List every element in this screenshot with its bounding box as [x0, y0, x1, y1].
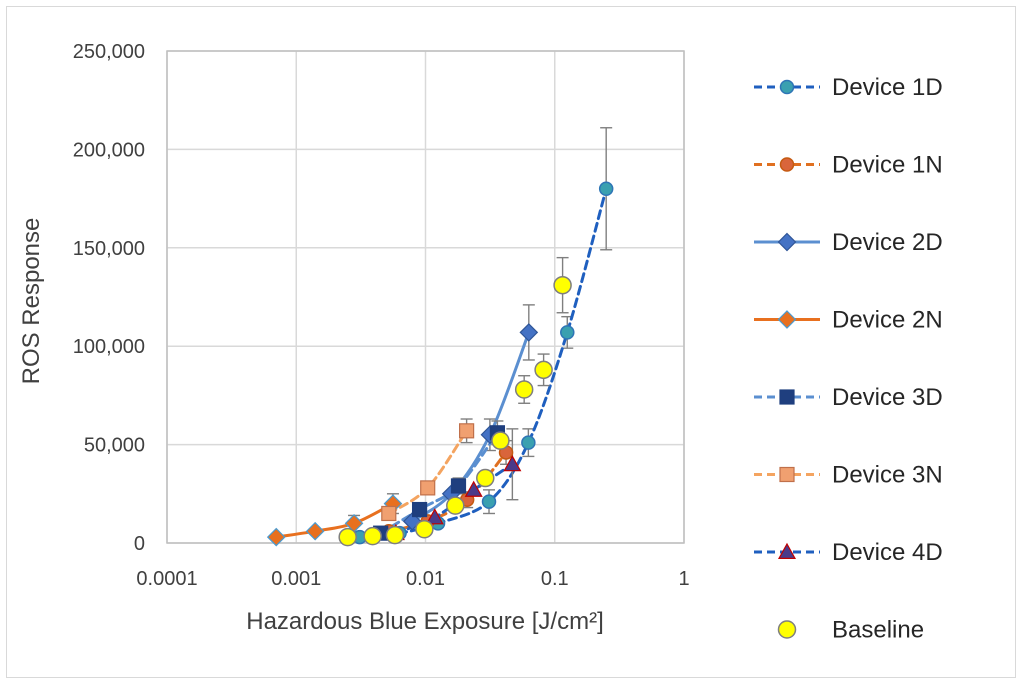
data-point-device-2n: [266, 527, 286, 547]
legend-marker: [777, 232, 797, 252]
series-markers-baseline: [338, 275, 572, 547]
legend-item-device-2n: Device 2N: [754, 307, 943, 334]
x-tick-label: 0.0001: [136, 568, 197, 590]
legend-item-device-1d: Device 1D: [754, 74, 943, 101]
legend-marker: [779, 466, 795, 483]
series-layer: [266, 127, 614, 547]
y-tick-label: 250,000: [73, 41, 145, 63]
legend-marker: [777, 620, 797, 639]
data-point-device-1d: [560, 325, 575, 340]
data-point-device-3n: [420, 480, 436, 496]
y-tick-label: 150,000: [73, 238, 145, 260]
x-tick-label: 0.001: [271, 568, 321, 590]
series-line-device-2n: [274, 502, 395, 539]
data-point-device-1d: [598, 181, 614, 197]
series-markers-device-3n: [381, 423, 475, 522]
legend-label: Device 3N: [832, 462, 943, 489]
x-tick-labels: 0.0001 0.001 0.01 0.1 1: [136, 568, 689, 590]
data-point-baseline: [338, 527, 357, 547]
legend-item-device-1n: Device 1N: [754, 152, 943, 179]
data-point-device-3d: [450, 478, 467, 494]
y-tick-label: 100,000: [73, 336, 145, 358]
y-tick-label: 0: [134, 533, 145, 555]
series-line-device-2d: [410, 330, 531, 523]
legend-item-baseline: Baseline: [777, 617, 924, 644]
legend-label: Device 2N: [832, 307, 943, 334]
chart: 0 50,000 100,000 150,000 200,000 250,000 0.00…: [18, 41, 943, 644]
legend-label: Baseline: [832, 617, 924, 644]
series-markers-device-1d: [352, 181, 614, 545]
x-axis-label: Hazardous Blue Exposure [J/cm²]: [246, 608, 603, 635]
data-point-device-1d: [521, 435, 536, 450]
gridlines: [166, 50, 685, 544]
legend-item-device-2d: Device 2D: [754, 229, 943, 256]
x-tick-label: 0.01: [406, 568, 445, 590]
legend-marker: [779, 157, 795, 172]
legend-item-device-3d: Device 3D: [754, 384, 943, 411]
data-point-device-3n: [381, 505, 397, 522]
data-point-device-1d: [481, 494, 497, 509]
x-tick-label: 1: [678, 568, 689, 590]
data-point-device-3n: [459, 423, 475, 439]
y-tick-label: 200,000: [73, 139, 145, 161]
legend-label: Device 4D: [832, 539, 943, 566]
data-point-baseline: [415, 519, 434, 539]
data-point-baseline: [476, 468, 495, 488]
data-point-baseline: [553, 275, 572, 295]
data-point-device-4d: [503, 455, 522, 472]
data-point-device-4d: [464, 480, 483, 497]
data-point-baseline: [534, 360, 553, 380]
data-point-device-2n: [305, 521, 325, 541]
data-point-device-2d: [519, 323, 539, 342]
x-tick-label: 0.1: [541, 568, 569, 590]
plot-area-border: [166, 50, 685, 544]
series-markers-device-2n: [266, 494, 403, 547]
y-tick-labels: 0 50,000 100,000 150,000 200,000 250,000: [73, 41, 145, 555]
legend-label: Device 2D: [832, 229, 943, 256]
legend-marker: [779, 79, 795, 95]
legend-marker: [777, 310, 797, 329]
legend-item-device-4d: Device 4D: [754, 539, 943, 566]
chart-frame: 0 50,000 100,000 150,000 200,000 250,000 0.00…: [6, 6, 1016, 678]
data-point-baseline: [385, 525, 405, 545]
data-point-baseline: [491, 431, 510, 450]
legend: Device 1D Device 1N Device 2D Device 2N Devi…: [754, 74, 943, 644]
data-point-baseline: [446, 496, 465, 515]
data-point-baseline: [363, 526, 382, 546]
series-line-device-3d: [379, 431, 499, 535]
y-tick-label: 50,000: [84, 435, 145, 457]
legend-label: Device 1N: [832, 152, 943, 179]
legend-marker: [777, 542, 797, 560]
legend-marker: [779, 389, 795, 405]
plot-border: [166, 50, 685, 544]
data-point-device-3d: [411, 501, 428, 518]
legend-label: Device 3D: [832, 384, 943, 411]
data-point-device-4d: [425, 508, 444, 525]
data-point-baseline: [514, 380, 534, 399]
y-axis-label: ROS Response: [18, 218, 45, 385]
legend-label: Device 1D: [832, 74, 943, 101]
legend-item-device-3n: Device 3N: [754, 462, 943, 489]
